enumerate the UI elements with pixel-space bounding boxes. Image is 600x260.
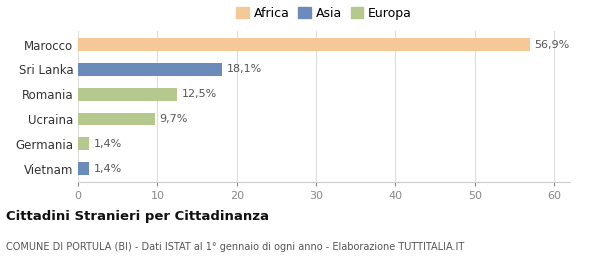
Bar — [78, 162, 89, 175]
Text: 1,4%: 1,4% — [94, 164, 122, 174]
Text: Cittadini Stranieri per Cittadinanza: Cittadini Stranieri per Cittadinanza — [6, 210, 269, 223]
Bar — [78, 63, 221, 76]
Bar — [78, 38, 530, 51]
Bar — [78, 113, 155, 126]
Text: 18,1%: 18,1% — [226, 64, 262, 74]
Text: COMUNE DI PORTULA (BI) - Dati ISTAT al 1° gennaio di ogni anno - Elaborazione TU: COMUNE DI PORTULA (BI) - Dati ISTAT al 1… — [6, 242, 464, 252]
Legend: Africa, Asia, Europa: Africa, Asia, Europa — [233, 4, 415, 22]
Text: 1,4%: 1,4% — [94, 139, 122, 149]
Bar — [78, 137, 89, 150]
Bar — [78, 88, 177, 101]
Text: 56,9%: 56,9% — [534, 40, 569, 49]
Text: 9,7%: 9,7% — [160, 114, 188, 124]
Text: 12,5%: 12,5% — [182, 89, 217, 99]
